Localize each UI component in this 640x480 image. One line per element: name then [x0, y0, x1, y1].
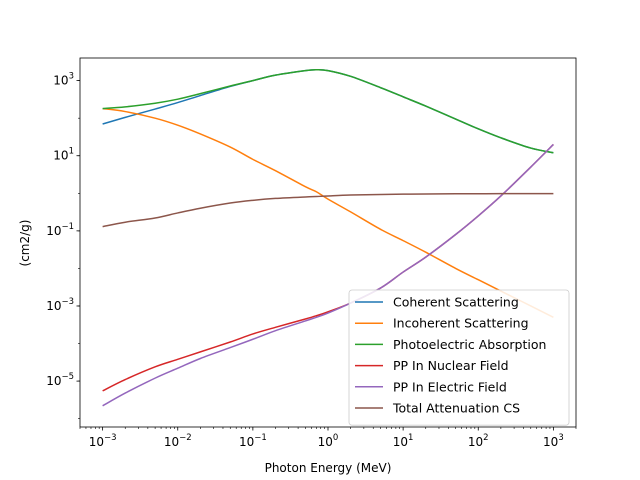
y-axis-label: (cm2/g) [18, 220, 32, 267]
series-line-photoelectric-absorption [102, 68, 554, 154]
series-line-pp-in-electric-field [102, 143, 554, 407]
x-tick-label: 103 [543, 433, 564, 449]
series-line-incoherent-scattering [102, 107, 554, 318]
legend-label-photoelectric-absorption: Photoelectric Absorption [393, 337, 546, 352]
y-tick-label: 10−1 [46, 222, 74, 238]
x-axis-label: Photon Energy (MeV) [265, 461, 392, 475]
x-tick-label: 10−3 [89, 433, 117, 449]
series-layer [102, 68, 554, 407]
x-tick-label: 102 [468, 433, 489, 449]
y-tick-label: 103 [53, 72, 74, 88]
legend-label-coherent-scattering: Coherent Scattering [393, 295, 519, 310]
series-line-total-attenuation-cs [102, 192, 554, 228]
x-axis: 10−3 10−2 10−1 100 101 102 103 [79, 427, 577, 449]
y-tick-label: 10−3 [46, 297, 74, 313]
y-tick-label: 101 [53, 147, 74, 163]
legend-label-total-attenuation-cs: Total Attenuation CS [392, 401, 520, 416]
legend-box [348, 289, 570, 426]
legend-label-pp-in-electric-field: PP In Electric Field [393, 379, 507, 394]
y-tick-label: 10−5 [46, 372, 74, 388]
x-tick-label: 10−2 [164, 433, 192, 449]
legend: Coherent Scattering Incoherent Scattering… [348, 289, 570, 426]
x-tick-label: 10−1 [239, 433, 267, 449]
x-tick-label: 100 [318, 433, 339, 449]
legend-label-incoherent-scattering: Incoherent Scattering [393, 316, 529, 331]
y-axis: 10−5 10−3 10−1 101 103 [46, 72, 80, 419]
legend-label-pp-in-nuclear-field: PP In Nuclear Field [393, 358, 509, 373]
x-tick-label: 101 [393, 433, 414, 449]
